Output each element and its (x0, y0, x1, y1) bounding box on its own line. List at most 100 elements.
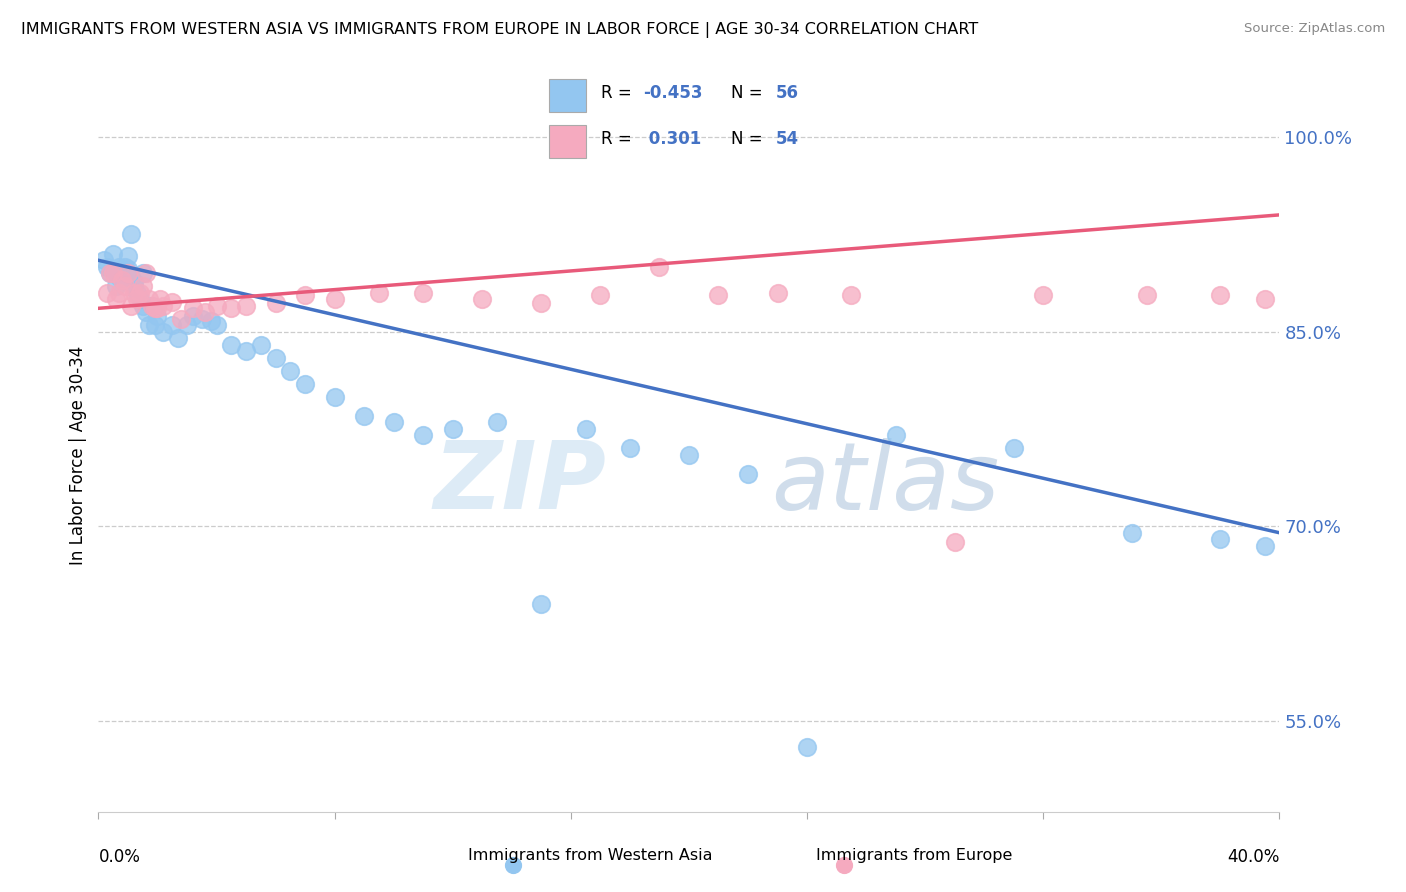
Point (125, 285, 148, 300)
Point (353, 409, 375, 423)
Point (575, 422, 598, 436)
Point (619, 442, 641, 456)
Point (200, 314, 222, 328)
Point (205, 318, 228, 333)
Point (221, 337, 243, 351)
Point (135, 305, 157, 319)
Text: ZIP: ZIP (433, 437, 606, 530)
Point (96, 260, 118, 274)
Point (108, 260, 131, 274)
Point (1032, 288, 1054, 302)
Text: Immigrants from Western Asia: Immigrants from Western Asia (468, 848, 713, 863)
Point (128, 292, 150, 306)
Point (530, 597, 553, 611)
Point (105, 279, 128, 293)
Point (294, 288, 316, 302)
Point (138, 292, 160, 306)
Point (141, 299, 163, 313)
Point (1209, 533, 1232, 547)
Point (176, 318, 198, 333)
Point (149, 292, 172, 306)
Point (93, 253, 115, 268)
Text: N =: N = (731, 84, 768, 103)
Point (141, 299, 163, 313)
Text: atlas: atlas (772, 438, 1000, 529)
Point (117, 249, 139, 263)
Text: 40.0%: 40.0% (1227, 848, 1279, 866)
Point (191, 311, 214, 326)
Point (648, 260, 671, 274)
FancyBboxPatch shape (550, 78, 586, 112)
Point (105, 266, 128, 280)
Point (221, 301, 243, 316)
Point (167, 331, 190, 345)
Point (1136, 288, 1159, 302)
Point (111, 273, 134, 287)
Text: R =: R = (600, 84, 637, 103)
Point (832, 858, 855, 872)
FancyBboxPatch shape (550, 125, 586, 158)
Point (162, 318, 183, 333)
Point (152, 325, 174, 339)
Point (323, 390, 346, 404)
Point (111, 266, 134, 280)
Point (1002, 442, 1025, 456)
Text: N =: N = (731, 130, 768, 148)
Point (132, 299, 155, 313)
Point (96, 285, 118, 300)
Point (117, 262, 139, 277)
Point (766, 285, 789, 300)
Point (122, 285, 145, 300)
Point (98, 266, 121, 280)
Point (280, 363, 302, 377)
Point (884, 428, 907, 442)
Text: 54: 54 (776, 130, 799, 148)
Text: 56: 56 (776, 84, 799, 103)
Point (120, 299, 142, 313)
Point (205, 299, 228, 313)
Point (486, 416, 509, 430)
Point (235, 299, 257, 313)
Point (323, 292, 346, 306)
Point (181, 301, 204, 316)
Point (589, 288, 612, 302)
Point (382, 416, 405, 430)
Point (1121, 525, 1143, 540)
Point (162, 294, 183, 309)
Point (128, 285, 150, 300)
Point (841, 288, 863, 302)
Point (502, 858, 524, 872)
Text: Immigrants from Europe: Immigrants from Europe (815, 848, 1012, 863)
Point (294, 376, 316, 391)
Text: IMMIGRANTS FROM WESTERN ASIA VS IMMIGRANTS FROM EUROPE IN LABOR FORCE | AGE 30-3: IMMIGRANTS FROM WESTERN ASIA VS IMMIGRAN… (21, 22, 979, 38)
Point (194, 305, 217, 319)
Point (530, 296, 553, 310)
Point (120, 270, 142, 285)
Point (943, 534, 966, 549)
Point (138, 318, 160, 333)
Point (146, 301, 169, 316)
Point (132, 266, 155, 280)
Point (122, 276, 145, 290)
Point (181, 309, 204, 323)
Point (412, 428, 434, 442)
Point (1254, 539, 1277, 553)
Point (135, 266, 157, 280)
Point (264, 351, 287, 365)
Point (146, 309, 169, 323)
Point (441, 422, 464, 436)
Point (143, 318, 166, 333)
Point (471, 292, 494, 306)
Point (103, 247, 125, 261)
Point (143, 301, 166, 316)
Point (737, 467, 759, 482)
Point (117, 266, 139, 280)
Y-axis label: In Labor Force | Age 30-34: In Labor Force | Age 30-34 (69, 345, 87, 565)
Text: 0.301: 0.301 (643, 130, 702, 148)
Point (152, 299, 174, 313)
Point (132, 279, 155, 293)
Point (122, 279, 145, 293)
Point (264, 296, 287, 310)
Point (368, 285, 391, 300)
Point (412, 285, 434, 300)
